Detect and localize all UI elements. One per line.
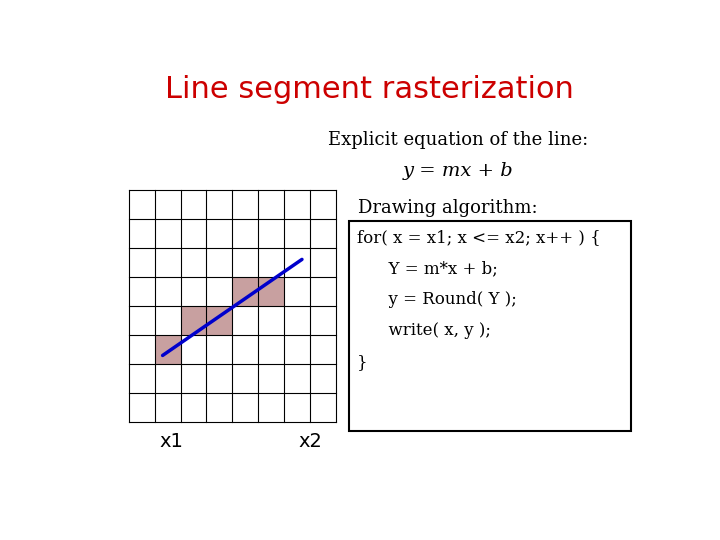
Text: x1: x1 bbox=[159, 431, 183, 450]
Text: }: } bbox=[356, 354, 367, 370]
Text: Explicit equation of the line:: Explicit equation of the line: bbox=[328, 131, 588, 149]
Bar bbox=[207, 306, 233, 335]
Bar bbox=[181, 306, 207, 335]
Bar bbox=[349, 221, 631, 431]
Bar bbox=[233, 277, 258, 306]
Text: Y = m*x + b;: Y = m*x + b; bbox=[356, 260, 498, 277]
Text: y = Round( Y );: y = Round( Y ); bbox=[356, 291, 516, 308]
Text: write( x, y );: write( x, y ); bbox=[356, 322, 490, 340]
Text: x2: x2 bbox=[299, 431, 323, 450]
Text: for( x = x1; x <= x2; x++ ) {: for( x = x1; x <= x2; x++ ) { bbox=[356, 229, 600, 246]
Bar bbox=[258, 277, 284, 306]
Text: Line segment rasterization: Line segment rasterization bbox=[165, 75, 573, 104]
Bar bbox=[155, 335, 181, 364]
Text: y = mx + b: y = mx + b bbox=[403, 162, 513, 180]
Text: Drawing algorithm:: Drawing algorithm: bbox=[358, 199, 537, 217]
